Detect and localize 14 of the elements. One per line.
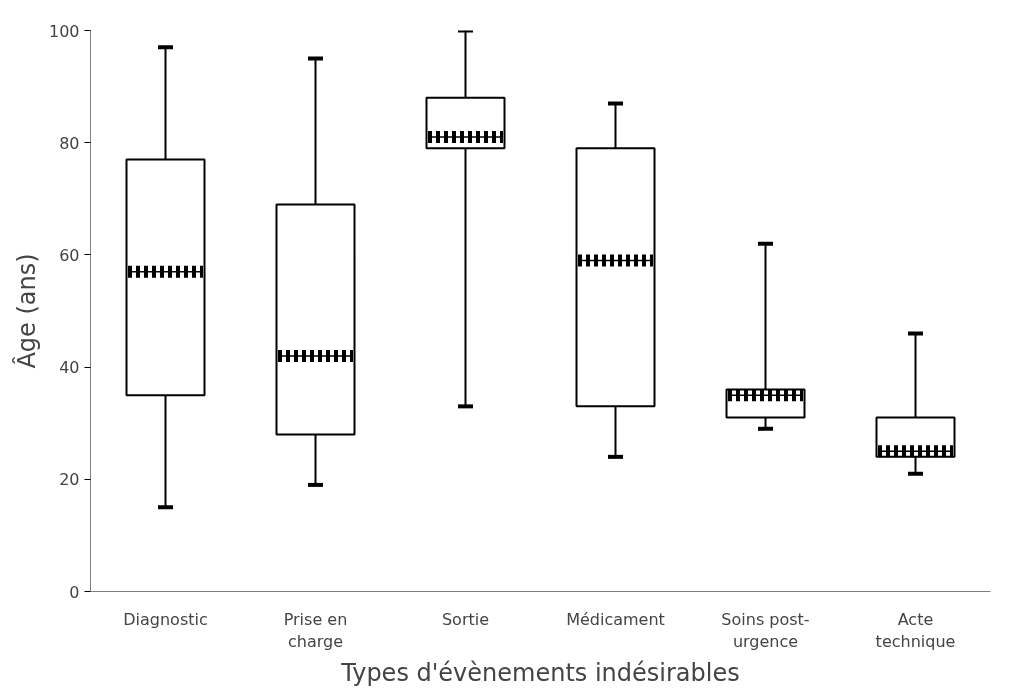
- y-tick-label: 0: [69, 582, 80, 602]
- y-tick-label: 40: [59, 358, 80, 378]
- y-tick-label: 80: [59, 133, 80, 153]
- x-tick-label: Prise en charge: [283, 609, 348, 652]
- y-tick-label: 20: [59, 470, 80, 490]
- x-tick-label: Acte technique: [875, 609, 956, 652]
- y-tick-label: 100: [48, 21, 80, 41]
- x-tick-label: Sortie: [441, 609, 490, 629]
- y-axis-title: Âge (ans): [11, 253, 41, 369]
- x-tick-label: Médicament: [566, 609, 665, 629]
- x-tick-label: Diagnostic: [123, 609, 208, 629]
- y-tick-label: 60: [59, 245, 80, 265]
- x-tick-label: Soins post-urgence: [721, 609, 810, 652]
- x-axis-title: Types d'évènements indésirables: [340, 659, 740, 688]
